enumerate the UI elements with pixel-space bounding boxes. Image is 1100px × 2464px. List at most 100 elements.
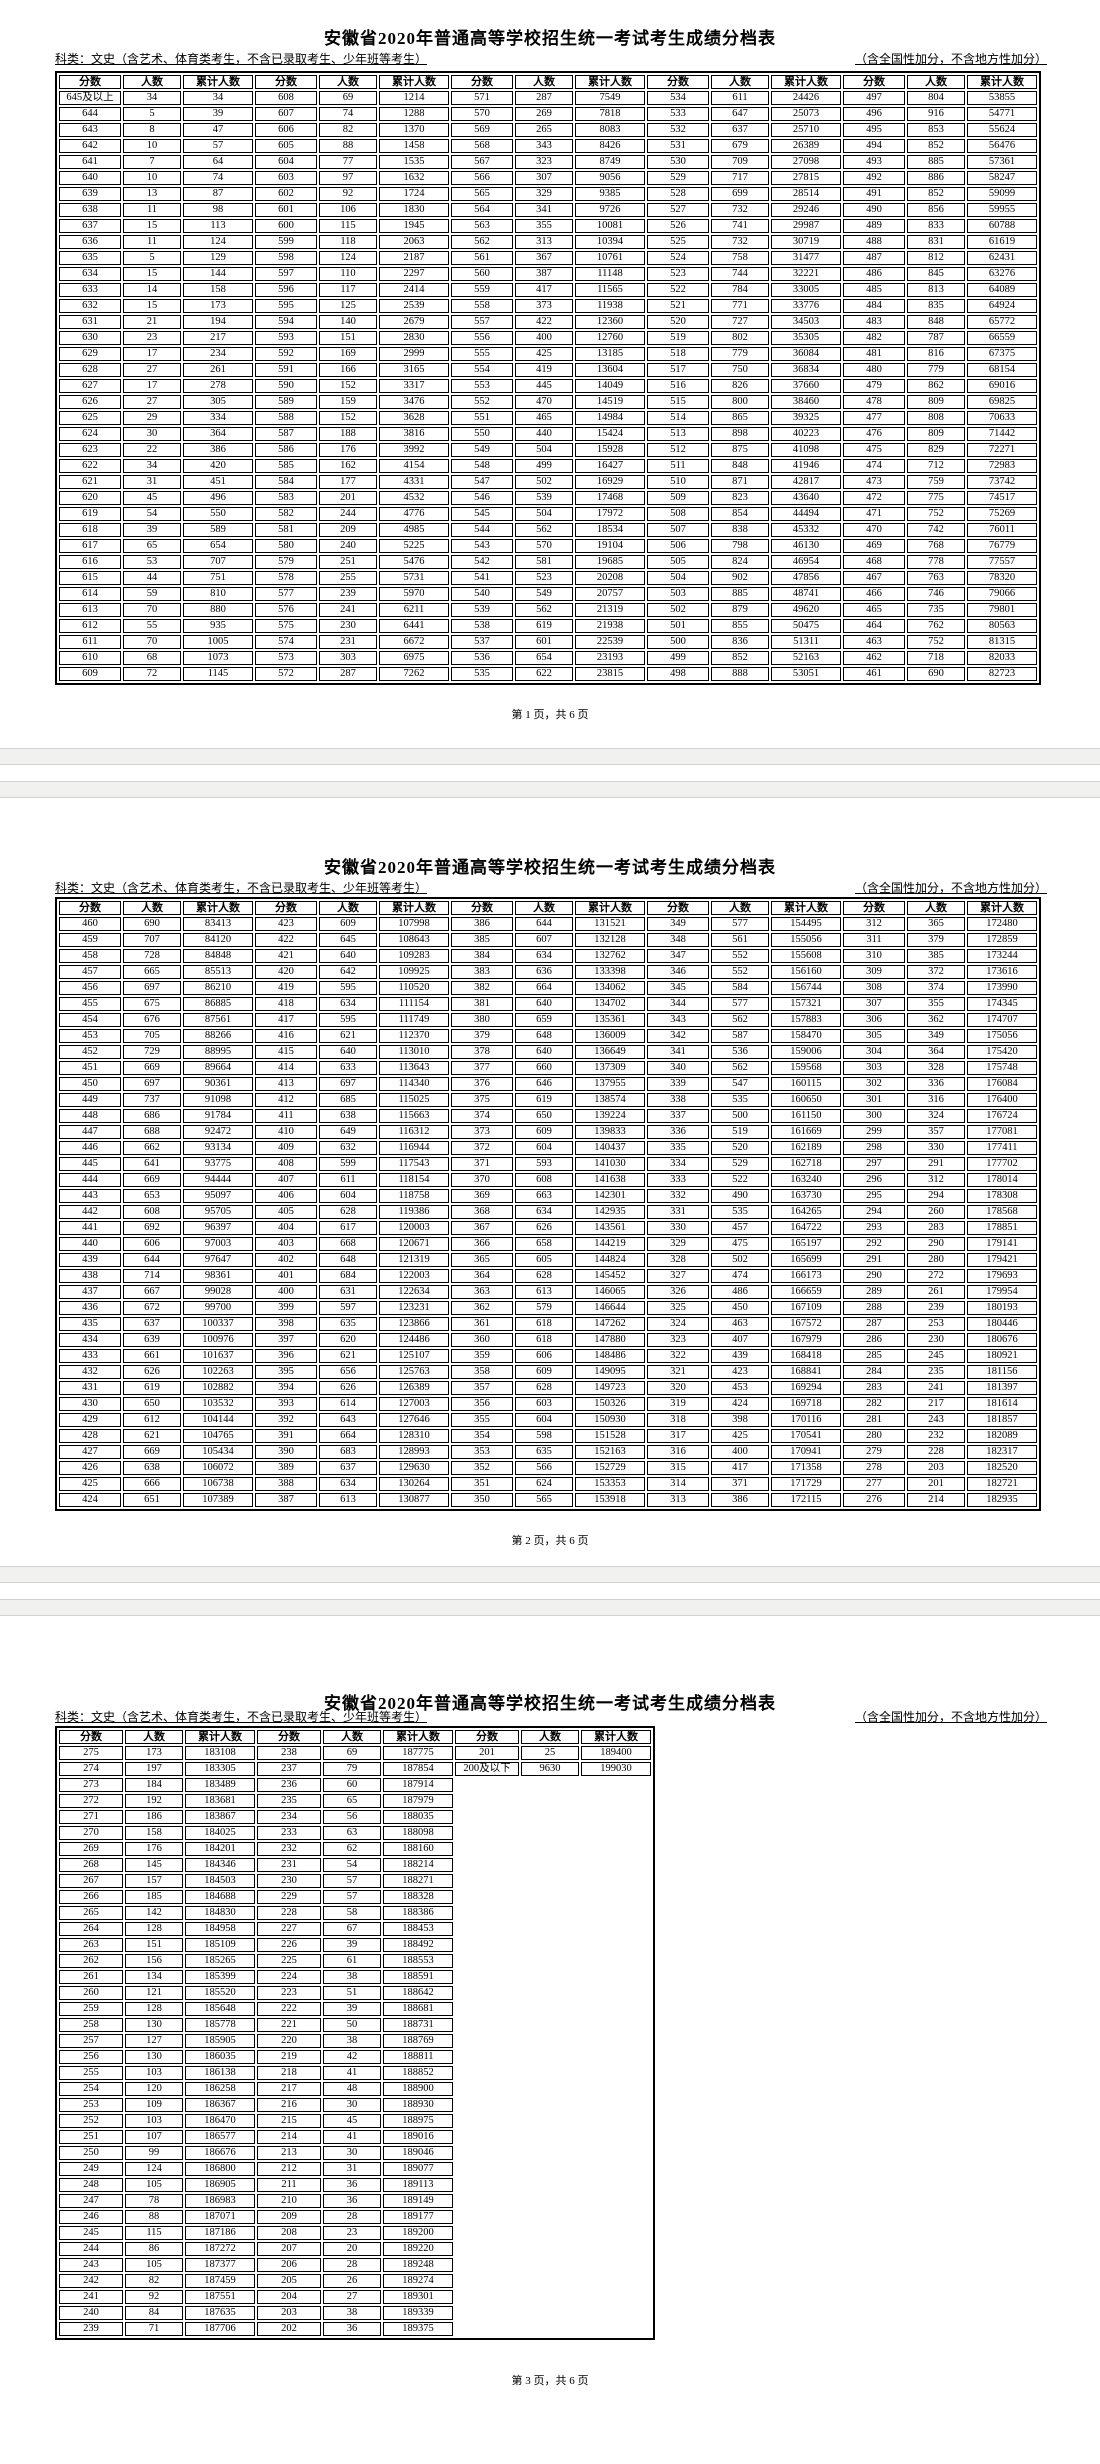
table-cell: 362 [451,1301,513,1315]
table-cell: 628 [515,1269,573,1283]
table-cell: 519 [711,1125,769,1139]
table-cell: 189248 [383,2258,453,2272]
table-cell: 89664 [183,1061,253,1075]
table-cell: 424 [59,1493,121,1507]
table-cell: 584 [711,981,769,995]
table-cell: 123231 [379,1301,449,1315]
table-cell: 188681 [383,2002,453,2016]
table-cell: 692 [123,1221,181,1235]
table-cell: 646 [515,1077,573,1091]
table-cell: 601 [255,203,317,217]
column-header: 累计人数 [581,1730,651,1744]
table-cell: 312 [843,917,905,931]
table-cell: 188900 [383,2082,453,2096]
table-cell: 727 [711,315,769,329]
table-cell: 141638 [575,1173,645,1187]
table-cell: 463 [711,1317,769,1331]
table-cell: 124486 [379,1333,449,1347]
table-cell: 188 [319,427,377,441]
table-cell: 367 [451,1221,513,1235]
table-cell: 575 [255,619,317,633]
table-row: 431 619 102882 394 626 126389 357 628 149723 320 4… [59,1381,1037,1395]
table-cell: 283 [843,1381,905,1395]
table-cell: 72271 [967,443,1037,457]
table-cell: 276 [843,1493,905,1507]
table-cell: 1724 [379,187,449,201]
table-cell: 390 [255,1445,317,1459]
table-cell: 271 [59,1810,123,1824]
table-cell: 9056 [575,171,645,185]
table-cell: 539 [515,491,573,505]
table-cell: 30 [323,2146,381,2160]
table-cell: 588 [255,411,317,425]
table-cell: 127 [125,2034,183,2048]
table-cell: 595 [319,981,377,995]
table-cell: 65772 [967,315,1037,329]
table-cell: 336 [907,1077,965,1091]
table-cell: 39325 [771,411,841,425]
table-cell: 107 [125,2130,183,2144]
table-cell: 400 [711,1445,769,1459]
table-cell: 372 [451,1141,513,1155]
table-row: 270 158 184025 233 63 188098 [59,1826,651,1840]
table-cell: 183867 [185,1810,255,1824]
table-cell: 178568 [967,1205,1037,1219]
table-cell: 628 [515,1381,573,1395]
table-cell: 159 [319,395,377,409]
table-cell: 337 [647,1109,709,1123]
table-cell: 479 [843,379,905,393]
table-cell: 264 [59,1922,123,1936]
table-cell: 189200 [383,2226,453,2240]
table-cell: 661 [123,1349,181,1363]
empty-cell [581,2146,651,2160]
table-cell: 517 [647,363,709,377]
table-cell: 2830 [379,331,449,345]
table-cell: 362 [907,1013,965,1027]
table-cell: 228 [907,1445,965,1459]
table-cell: 598 [515,1429,573,1443]
table-cell: 72983 [967,459,1037,473]
table-cell: 640 [59,171,121,185]
table-cell: 287 [319,667,377,681]
table-cell: 243 [59,2258,123,2272]
table-cell: 248 [59,2178,123,2192]
table-cell: 533 [647,107,709,121]
table-cell: 21319 [575,603,645,617]
table-cell: 634 [515,949,573,963]
table-cell: 400 [255,1285,317,1299]
table-row: 638 11 98 601 106 1830 564 341 9726 527 732 29246 49… [59,203,1037,217]
table-cell: 54 [323,1858,381,1872]
empty-cell [455,2290,519,2304]
table-cell: 21938 [575,619,645,633]
table-cell: 690 [123,917,181,931]
column-header: 分数 [843,901,905,915]
table-cell: 460 [59,917,121,931]
table-cell: 618 [59,523,121,537]
table-cell: 537 [451,635,513,649]
separator-band [0,1566,1100,1583]
table-cell: 664 [319,1429,377,1443]
table-cell: 77 [319,155,377,169]
table-cell: 126389 [379,1381,449,1395]
table-cell: 346 [647,965,709,979]
table-cell: 167572 [771,1317,841,1331]
table-cell: 180193 [967,1301,1037,1315]
table-cell: 163240 [771,1173,841,1187]
table-cell: 431 [59,1381,121,1395]
column-header: 人数 [711,901,769,915]
table-cell: 624 [59,427,121,441]
table-cell: 15928 [575,443,645,457]
table-row: 430 650 103532 393 614 127003 356 603 150326 319 4… [59,1397,1037,1411]
table-row: 447 688 92472 410 649 116312 373 609 139833 336 51… [59,1125,1037,1139]
table-cell: 178014 [967,1173,1037,1187]
table-cell: 188492 [383,1938,453,1952]
table-cell: 310 [843,949,905,963]
table-cell: 216 [257,2098,321,2112]
empty-cell [581,2258,651,2272]
table-cell: 520 [647,315,709,329]
table-cell: 183305 [185,1762,255,1776]
table-cell: 515 [647,395,709,409]
table-cell: 641 [59,155,121,169]
table-cell: 1458 [379,139,449,153]
empty-cell [455,2226,519,2240]
